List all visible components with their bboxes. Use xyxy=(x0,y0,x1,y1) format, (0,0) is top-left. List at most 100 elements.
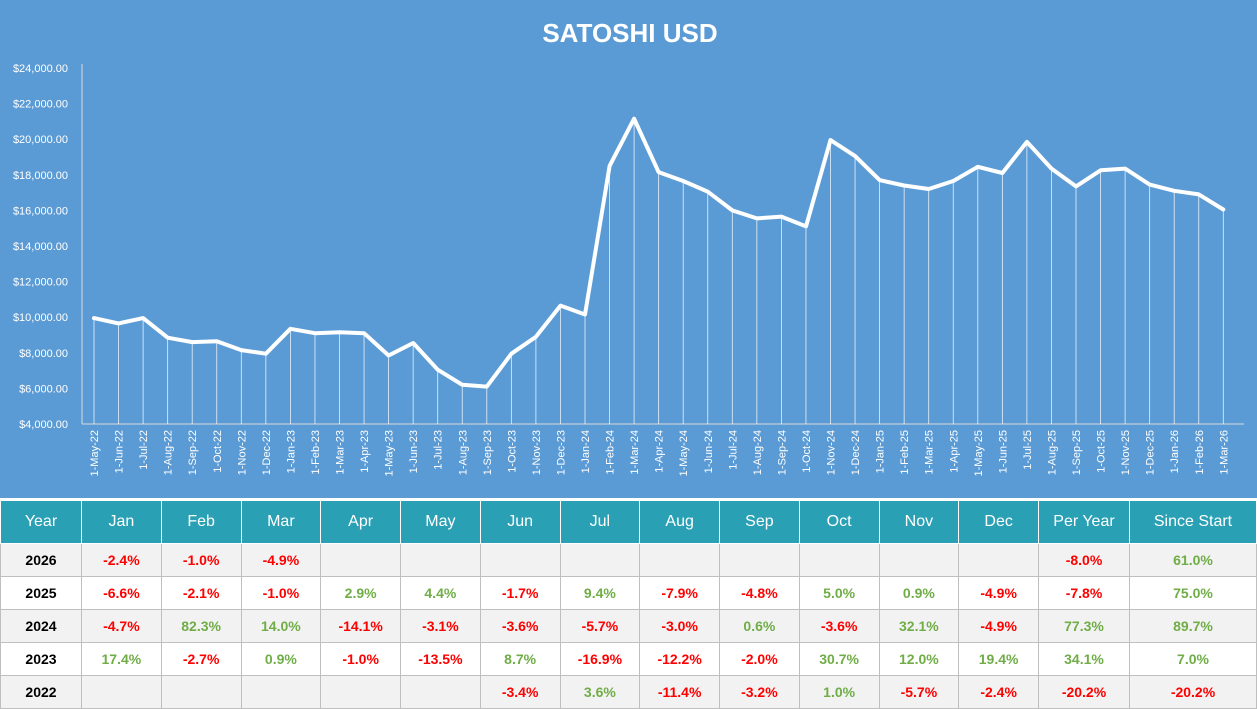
x-tick-label: 1-Aug-23 xyxy=(457,430,469,475)
x-tick-label: 1-May-22 xyxy=(89,430,101,476)
data-point xyxy=(288,327,292,331)
header-jul: Jul xyxy=(559,500,641,544)
x-tick-label: 1-Mar-24 xyxy=(629,430,641,475)
table-row: 2022 -3.4% 3.6% -11.4% -3.2% 1.0% -5.7% -2.4% -2… xyxy=(0,675,1257,709)
return-cell: -5.7% xyxy=(878,675,960,709)
header-since-start: Since Start xyxy=(1129,500,1257,544)
x-tick-label: 1-Apr-24 xyxy=(654,430,666,473)
data-point xyxy=(1172,189,1176,193)
return-cell: -2.4% xyxy=(958,675,1039,709)
x-tick-label: 1-Sep-24 xyxy=(776,430,788,475)
y-tick-label: $24,000.00 xyxy=(13,63,68,75)
return-cell xyxy=(400,543,481,577)
return-cell xyxy=(719,543,800,577)
return-cell: 34.1% xyxy=(1038,642,1130,676)
x-tick-label: 1-Feb-24 xyxy=(605,430,617,475)
data-point xyxy=(681,179,685,183)
return-cell: -3.0% xyxy=(639,609,720,643)
table-row: 2025 -6.6% -2.1% -1.0% 2.9% 4.4% -1.7% 9.4% -7.9… xyxy=(0,576,1257,610)
return-cell: -2.7% xyxy=(160,642,242,676)
header-year: Year xyxy=(0,500,82,544)
x-tick-label: 1-Oct-23 xyxy=(506,430,518,473)
header-mar: Mar xyxy=(240,500,322,544)
return-cell: 17.4% xyxy=(81,642,162,676)
return-cell: 9.4% xyxy=(559,576,641,610)
x-tick-label: 1-Jun-25 xyxy=(997,430,1009,473)
data-point xyxy=(878,178,882,182)
x-tick-label: 1-Jul-24 xyxy=(727,430,739,470)
y-tick-label: $8,000.00 xyxy=(19,348,68,360)
return-cell xyxy=(240,675,322,709)
data-point xyxy=(239,348,243,352)
header-jun: Jun xyxy=(479,500,561,544)
return-cell: -3.2% xyxy=(719,675,800,709)
return-cell: -3.6% xyxy=(798,609,880,643)
x-tick-label: 1-Mar-26 xyxy=(1218,430,1230,475)
data-point xyxy=(313,331,317,335)
x-tick-label: 1-Sep-22 xyxy=(187,430,199,475)
x-tick-label: 1-Oct-24 xyxy=(801,430,813,473)
data-point xyxy=(1148,183,1152,187)
data-point xyxy=(264,352,268,356)
data-point xyxy=(976,165,980,169)
x-tick-label: 1-Jul-23 xyxy=(433,430,445,470)
return-cell: 8.7% xyxy=(479,642,561,676)
year-cell: 2026 xyxy=(0,543,82,577)
data-point xyxy=(460,383,464,387)
chart-title: SATOSHI USD xyxy=(542,18,717,48)
return-cell xyxy=(400,675,481,709)
year-cell: 2024 xyxy=(0,609,82,643)
return-cell: -12.2% xyxy=(639,642,720,676)
data-point xyxy=(1049,167,1053,171)
x-tick-label: 1-Dec-25 xyxy=(1145,430,1157,475)
return-cell: -2.0% xyxy=(719,642,800,676)
return-cell: -7.9% xyxy=(639,576,720,610)
return-cell xyxy=(320,675,401,709)
table-header-row: Year Jan Feb Mar Apr May Jun Jul Aug Sep Oct Nov Dec… xyxy=(0,500,1257,544)
x-tick-label: 1-Oct-22 xyxy=(212,430,224,473)
data-point xyxy=(804,224,808,228)
return-cell: 0.9% xyxy=(240,642,322,676)
data-point xyxy=(1025,140,1029,144)
data-point xyxy=(583,313,587,317)
return-cell: 5.0% xyxy=(798,576,880,610)
return-cell: -3.4% xyxy=(479,675,561,709)
header-aug: Aug xyxy=(639,500,720,544)
return-cell: -11.4% xyxy=(639,675,720,709)
return-cell: -13.5% xyxy=(400,642,481,676)
x-tick-label: 1-Dec-22 xyxy=(261,430,273,475)
return-cell: 1.0% xyxy=(798,675,880,709)
return-cell xyxy=(798,543,880,577)
x-tick-label: 1-Apr-25 xyxy=(948,430,960,473)
header-per-year: Per Year xyxy=(1038,500,1130,544)
data-point xyxy=(141,316,145,320)
y-tick-label: $6,000.00 xyxy=(19,383,68,395)
table-row: 2026 -2.4% -1.0% -4.9% -8.0% 61.0% xyxy=(0,543,1257,577)
return-cell: -1.0% xyxy=(320,642,401,676)
x-tick-label: 1-May-25 xyxy=(973,430,985,476)
data-point xyxy=(902,183,906,187)
header-oct: Oct xyxy=(798,500,880,544)
return-cell xyxy=(639,543,720,577)
x-tick-label: 1-Apr-23 xyxy=(359,430,371,473)
return-cell: 30.7% xyxy=(798,642,880,676)
data-point xyxy=(1099,168,1103,172)
data-point xyxy=(338,330,341,334)
series-group xyxy=(92,116,1226,389)
return-cell: 82.3% xyxy=(160,609,242,643)
data-point xyxy=(853,154,857,158)
return-cell: 61.0% xyxy=(1129,543,1257,577)
x-tick-label: 1-May-24 xyxy=(678,430,690,476)
return-cell: -2.1% xyxy=(160,576,242,610)
y-tick-label: $12,000.00 xyxy=(13,277,68,289)
table-row: 2023 17.4% -2.7% 0.9% -1.0% -13.5% 8.7% -16.9% -… xyxy=(0,642,1257,676)
return-cell xyxy=(958,543,1039,577)
x-tick-label: 1-Aug-24 xyxy=(752,430,764,475)
return-cell: -8.0% xyxy=(1038,543,1130,577)
data-point xyxy=(485,385,489,389)
chart-area: SATOSHI USD $4,000.00 $6,000.00 $8,000.00 $… xyxy=(0,0,1257,498)
return-cell xyxy=(81,675,162,709)
x-tick-label: 1-Nov-23 xyxy=(531,430,543,475)
x-tick-label: 1-Nov-22 xyxy=(236,430,248,475)
return-cell: -2.4% xyxy=(81,543,162,577)
